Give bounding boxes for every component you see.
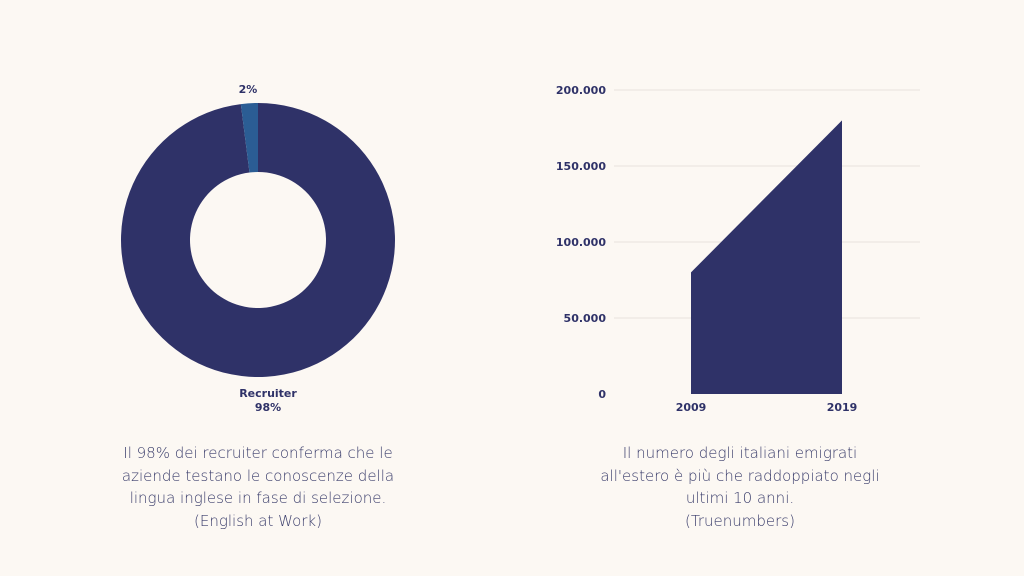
x-tick-label: 2009	[676, 401, 707, 414]
donut-chart-panel: 2% Recruiter 98%	[120, 83, 396, 414]
caption-line: aziende testano le conoscenze della	[121, 466, 395, 485]
area-chart: 0 50.000 100.000 150.000 200.000 2009 2019	[556, 84, 920, 414]
y-tick-label: 100.000	[556, 236, 606, 249]
donut-slices	[120, 103, 396, 377]
area-series-fill	[691, 120, 842, 395]
area-caption: Il numero degli italiani emigrati all'es…	[570, 442, 910, 532]
caption-line: Il 98% dei recruiter conferma che le	[123, 444, 393, 462]
donut-slice-other	[240, 103, 258, 173]
slice-value-label-small: 2%	[239, 83, 258, 96]
caption-line: lingua inglese in fase di selezione.	[129, 489, 387, 507]
slice-name-label-recruiter: Recruiter	[239, 387, 297, 400]
x-tick-label: 2019	[827, 401, 858, 414]
slice-value-label-recruiter: 98%	[255, 401, 281, 414]
area-chart-panel: 0 50.000 100.000 150.000 200.000 2009 2019	[512, 0, 1024, 576]
y-tick-label: 150.000	[556, 160, 606, 173]
y-axis-tick-labels: 0 50.000 100.000 150.000 200.000	[556, 84, 606, 401]
caption-line: all'estero è più che raddoppiato negli	[600, 466, 880, 485]
area-series	[691, 120, 842, 395]
caption-source: (Truenumbers)	[685, 511, 795, 530]
x-axis-tick-labels: 2009 2019	[676, 401, 858, 414]
donut-caption: Il 98% dei recruiter conferma che le azi…	[88, 442, 428, 532]
y-tick-label: 0	[598, 388, 606, 401]
y-tick-label: 50.000	[564, 312, 607, 325]
donut-labels: 2% Recruiter 98%	[239, 83, 298, 414]
caption-source: (English at Work)	[194, 511, 322, 530]
donut-chart: 2% Recruiter 98%	[120, 83, 396, 414]
y-tick-label: 200.000	[556, 84, 606, 97]
caption-line: ultimi 10 anni.	[685, 489, 795, 507]
caption-line: Il numero degli italiani emigrati	[622, 444, 858, 462]
donut-slice-recruiter	[120, 103, 396, 377]
